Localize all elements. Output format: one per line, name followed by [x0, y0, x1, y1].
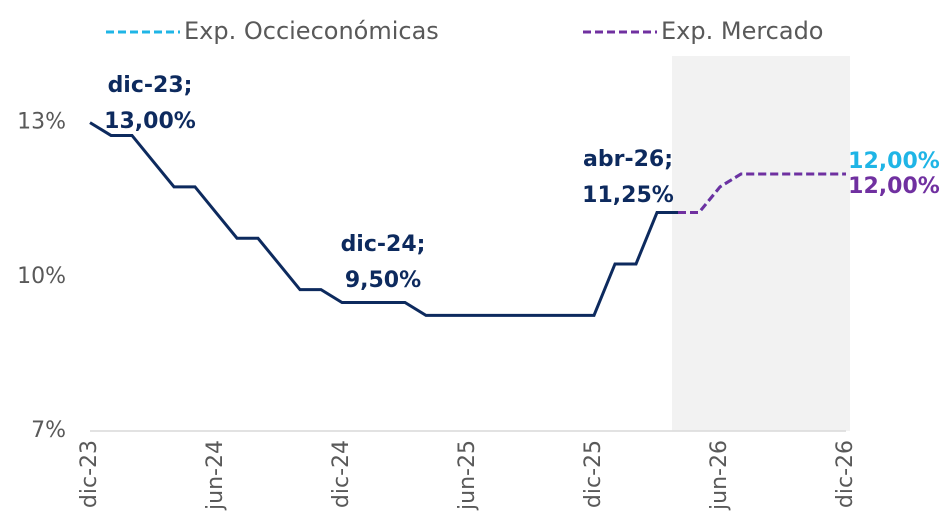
x-tick-label: jun-25 [455, 440, 480, 511]
annotation: 11,25% [582, 183, 674, 208]
x-tick-label: dic-26 [833, 440, 858, 508]
x-tick-label: jun-26 [707, 440, 732, 511]
series-line [89, 121, 678, 317]
annotation: dic-24; [341, 232, 426, 257]
value-label: 12,00% [848, 174, 940, 199]
x-tick-label: jun-24 [203, 440, 228, 511]
annotation: 13,00% [104, 109, 196, 134]
legend-label: Exp. Mercado [661, 17, 824, 45]
series-line [678, 172, 846, 215]
x-tick-label: dic-24 [329, 440, 354, 508]
value-label: 12,00% [848, 149, 940, 174]
y-tick-label: 10% [17, 264, 66, 289]
y-tick-label: 13% [17, 110, 66, 135]
forecast-shade [672, 56, 850, 431]
annotation: dic-23; [108, 73, 193, 98]
y-tick-label: 7% [31, 418, 66, 443]
legend-label: Exp. Occieconómicas [184, 17, 439, 45]
annotation: abr-26; [583, 147, 673, 172]
x-tick-label: dic-25 [581, 440, 606, 508]
x-tick-label: dic-23 [77, 440, 102, 508]
annotation: 9,50% [345, 268, 421, 293]
